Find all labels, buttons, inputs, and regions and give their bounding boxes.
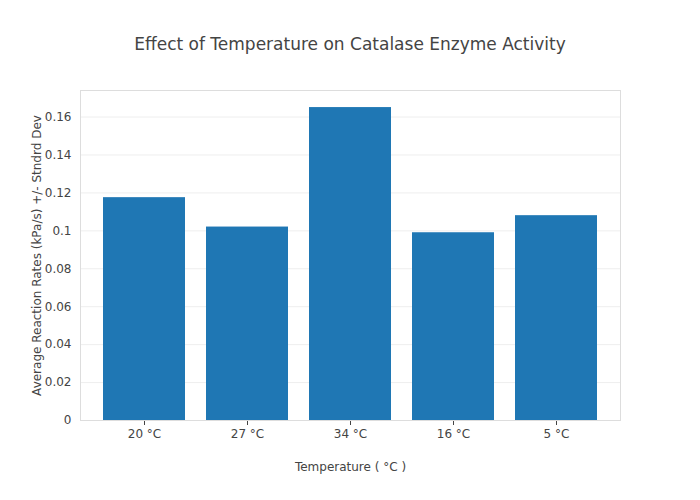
svg-text:20 °C: 20 °C (128, 427, 161, 441)
svg-text:5 °C: 5 °C (544, 427, 570, 441)
svg-text:0.14: 0.14 (45, 148, 72, 162)
svg-text:0.02: 0.02 (45, 375, 72, 389)
svg-text:Average Reaction Rates (kPa/s): Average Reaction Rates (kPa/s) +/- Stndr… (30, 115, 44, 396)
svg-text:0.08: 0.08 (45, 262, 72, 276)
svg-text:0.04: 0.04 (45, 337, 72, 351)
svg-text:0.06: 0.06 (45, 300, 72, 314)
svg-text:0: 0 (64, 413, 72, 427)
svg-text:0.1: 0.1 (52, 224, 71, 238)
svg-text:Temperature ( °C ): Temperature ( °C ) (294, 460, 406, 474)
html-text:Effect of Temperature on Catal: Effect of Temperature on Catalase Enzyme… (134, 34, 566, 54)
svg-text:16 °C: 16 °C (437, 427, 470, 441)
svg-text:34 °C: 34 °C (334, 427, 367, 441)
svg-text:0.16: 0.16 (45, 110, 72, 124)
svg-text:0.12: 0.12 (45, 186, 72, 200)
svg-text:27 °C: 27 °C (231, 427, 264, 441)
